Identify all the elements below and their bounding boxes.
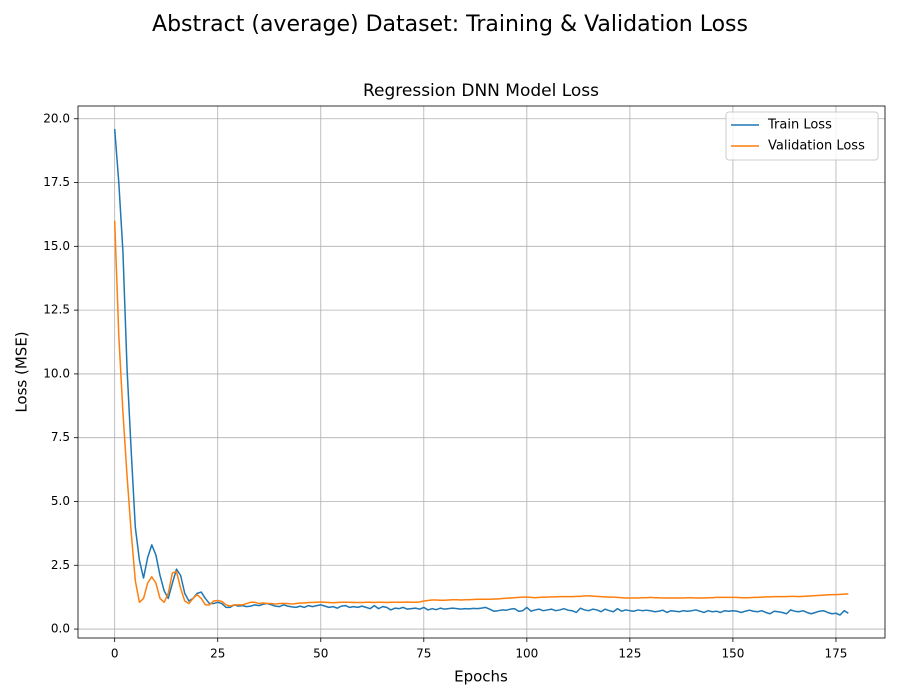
- x-tick-label: 175: [825, 647, 848, 661]
- legend-label: Train Loss: [767, 118, 832, 133]
- y-tick-label: 2.5: [51, 558, 70, 572]
- legend-label: Validation Loss: [768, 139, 865, 154]
- x-tick-label: 125: [618, 647, 641, 661]
- x-tick-label: 25: [210, 647, 225, 661]
- y-axis-label: Loss (MSE): [13, 331, 31, 412]
- x-tick-label: 75: [416, 647, 431, 661]
- y-tick-label: 12.5: [43, 303, 70, 317]
- y-tick-label: 0.0: [51, 622, 70, 636]
- x-tick-label: 150: [721, 647, 744, 661]
- y-tick-label: 20.0: [43, 111, 70, 125]
- legend: Train Loss Validation Loss: [725, 111, 879, 161]
- x-tick-label: 100: [515, 647, 538, 661]
- chart-title: Regression DNN Model Loss: [363, 81, 599, 101]
- legend-box: [725, 111, 879, 161]
- line-series: [113, 128, 849, 616]
- y-tick-label: 10.0: [43, 366, 70, 380]
- y-tick-label: 7.5: [51, 430, 70, 444]
- y-tick-label: 15.0: [43, 239, 70, 253]
- line-series: [113, 220, 849, 607]
- x-axis-label: Epochs: [454, 668, 508, 686]
- axes-frame: [77, 105, 886, 639]
- x-tick-label: 50: [313, 647, 328, 661]
- x-tick-label: 0: [111, 647, 119, 661]
- suptitle: Abstract (average) Dataset: Training & V…: [152, 12, 748, 37]
- y-tick-label: 17.5: [43, 175, 70, 189]
- y-tick-label: 5.0: [51, 494, 70, 508]
